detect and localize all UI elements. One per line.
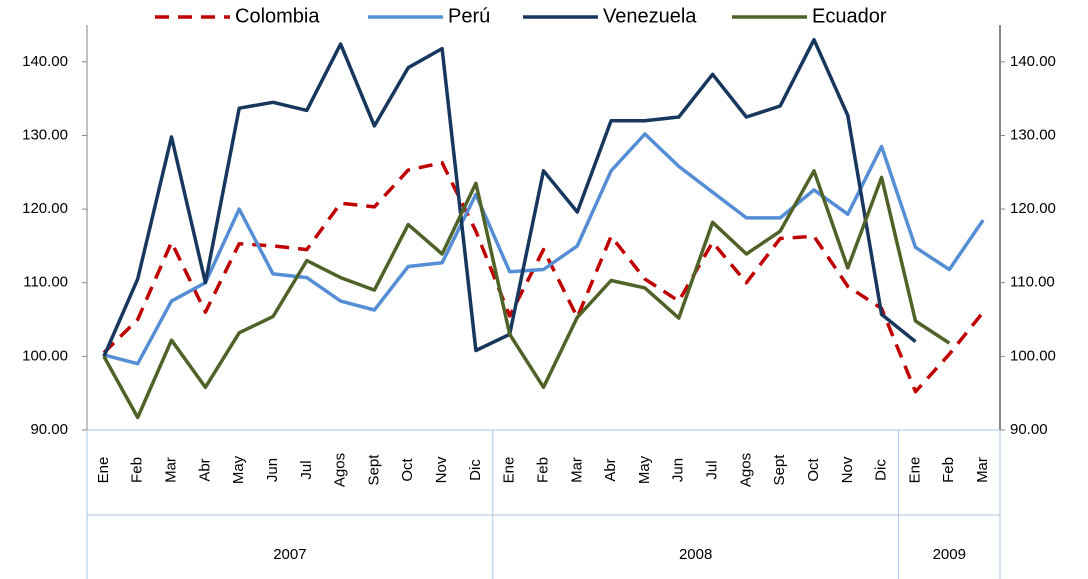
y2-tick-label: 110.00	[1010, 274, 1055, 291]
x-tick-label: Ene	[501, 457, 518, 484]
x-tick-label: Feb	[534, 457, 551, 483]
series-line	[103, 132, 985, 366]
x-tick-label: Nov	[433, 456, 450, 483]
x-group-label: 2007	[273, 546, 306, 563]
x-group-label: 2008	[679, 546, 712, 563]
x-tick-label: Abr	[196, 458, 213, 481]
x-tick-label: Oct	[399, 458, 416, 482]
legend-label: Perú	[448, 5, 490, 27]
x-tick-label: Dic	[467, 459, 484, 481]
x-tick-label: Dic	[873, 459, 890, 481]
y-tick-label: 90.00	[30, 421, 68, 438]
legend-label: Venezuela	[603, 5, 697, 27]
x-tick-label: Jun	[264, 458, 281, 482]
y-tick-label: 130.00	[22, 126, 68, 143]
y-tick-label: 120.00	[22, 200, 68, 217]
y-tick-label: 140.00	[22, 53, 68, 70]
x-tick-label: Nov	[839, 456, 856, 483]
x-tick-label: Jun	[670, 458, 687, 482]
x-tick-label: Abr	[602, 458, 619, 481]
x-tick-label: Agos	[332, 453, 349, 487]
series-line	[102, 37, 917, 358]
x-tick-label: Sept	[771, 454, 788, 486]
x-tick-label: Oct	[805, 458, 822, 482]
x-tick-label: Feb	[129, 457, 146, 483]
y2-tick-label: 130.00	[1010, 126, 1056, 143]
x-tick-label: Agos	[737, 453, 754, 487]
x-tick-label: Ene	[95, 457, 112, 484]
y2-tick-label: 120.00	[1010, 200, 1056, 217]
y-tick-label: 100.00	[22, 347, 68, 364]
x-tick-label: Sept	[365, 454, 382, 486]
x-tick-label: Jul	[298, 460, 315, 479]
y2-tick-label: 90.00	[1010, 421, 1048, 438]
legend-label: Colombia	[235, 5, 320, 27]
x-tick-label: Mar	[974, 457, 991, 483]
x-tick-label: Mar	[163, 457, 180, 483]
x-tick-label: May	[636, 455, 653, 484]
series-line	[102, 160, 985, 394]
y2-tick-label: 140.00	[1010, 53, 1056, 70]
legend-label: Ecuador	[812, 5, 887, 27]
x-group-label: 2009	[933, 546, 966, 563]
x-tick-label: Ene	[906, 457, 923, 484]
x-tick-label: Mar	[568, 457, 585, 483]
x-tick-label: Jul	[704, 460, 721, 479]
x-tick-label: Feb	[940, 457, 957, 483]
series-line	[102, 169, 951, 420]
y2-tick-label: 100.00	[1010, 347, 1056, 364]
x-tick-label: May	[230, 455, 247, 484]
y-tick-label: 110.00	[23, 274, 68, 291]
